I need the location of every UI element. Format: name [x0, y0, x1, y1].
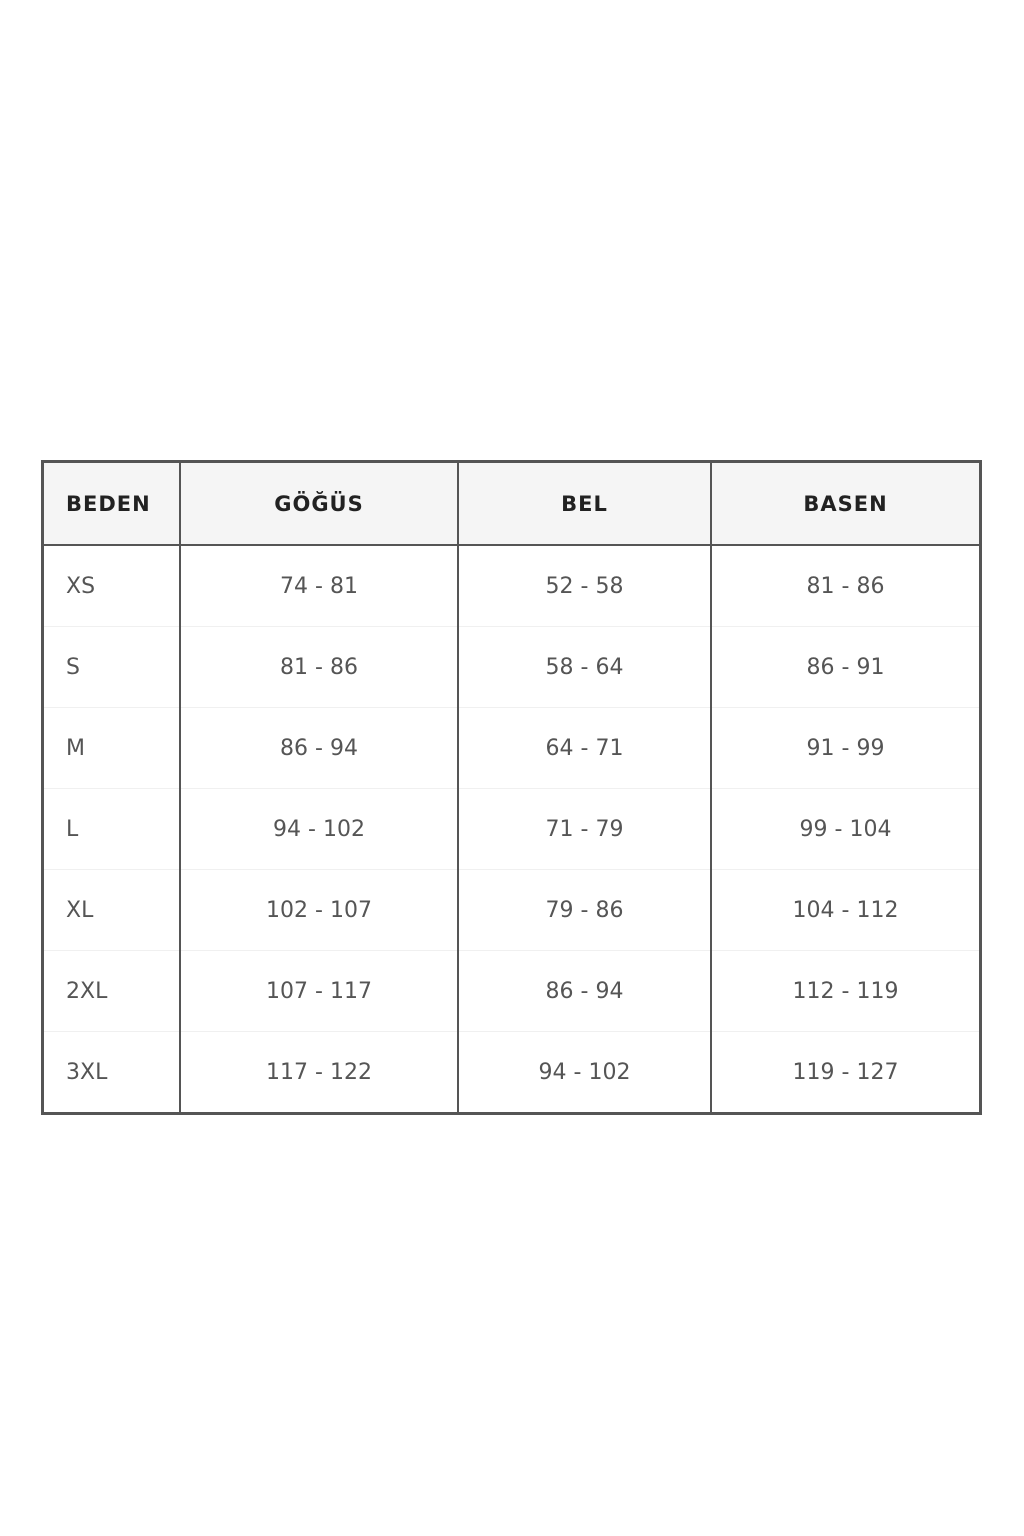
- cell-size: 3XL: [41, 1031, 181, 1114]
- cell-chest: 102 - 107: [179, 869, 459, 951]
- cell-waist: 94 - 102: [457, 1031, 712, 1114]
- cell-chest: 94 - 102: [179, 788, 459, 870]
- table-row: S 81 - 86 58 - 64 86 - 91: [41, 626, 982, 708]
- header-basen: BASEN: [710, 461, 982, 546]
- cell-waist: 79 - 86: [457, 869, 712, 951]
- cell-waist: 64 - 71: [457, 707, 712, 789]
- table-row: XS 74 - 81 52 - 58 81 - 86: [41, 545, 982, 627]
- size-chart-table: BEDEN GÖĞÜS BEL BASEN XS 74 - 81 52 - 58 81…: [41, 460, 982, 1115]
- table-row: L 94 - 102 71 - 79 99 - 104: [41, 788, 982, 870]
- header-gogus: GÖĞÜS: [179, 461, 459, 546]
- table-row: XL 102 - 107 79 - 86 104 - 112: [41, 869, 982, 951]
- table-row: 3XL 117 - 122 94 - 102 119 - 127: [41, 1031, 982, 1114]
- cell-hip: 112 - 119: [710, 950, 982, 1032]
- cell-chest: 107 - 117: [179, 950, 459, 1032]
- cell-waist: 86 - 94: [457, 950, 712, 1032]
- header-beden: BEDEN: [41, 461, 181, 546]
- table-row: M 86 - 94 64 - 71 91 - 99: [41, 707, 982, 789]
- cell-hip: 104 - 112: [710, 869, 982, 951]
- cell-chest: 74 - 81: [179, 545, 459, 627]
- cell-size: 2XL: [41, 950, 181, 1032]
- cell-size: L: [41, 788, 181, 870]
- cell-waist: 71 - 79: [457, 788, 712, 870]
- header-bel: BEL: [457, 461, 712, 546]
- cell-chest: 117 - 122: [179, 1031, 459, 1114]
- cell-chest: 81 - 86: [179, 626, 459, 708]
- cell-size: XL: [41, 869, 181, 951]
- header-row: BEDEN GÖĞÜS BEL BASEN: [41, 461, 982, 546]
- cell-waist: 58 - 64: [457, 626, 712, 708]
- cell-size: XS: [41, 545, 181, 627]
- cell-size: S: [41, 626, 181, 708]
- cell-hip: 91 - 99: [710, 707, 982, 789]
- cell-waist: 52 - 58: [457, 545, 712, 627]
- cell-hip: 81 - 86: [710, 545, 982, 627]
- table-row: 2XL 107 - 117 86 - 94 112 - 119: [41, 950, 982, 1032]
- cell-chest: 86 - 94: [179, 707, 459, 789]
- cell-hip: 119 - 127: [710, 1031, 982, 1114]
- cell-hip: 99 - 104: [710, 788, 982, 870]
- cell-size: M: [41, 707, 181, 789]
- cell-hip: 86 - 91: [710, 626, 982, 708]
